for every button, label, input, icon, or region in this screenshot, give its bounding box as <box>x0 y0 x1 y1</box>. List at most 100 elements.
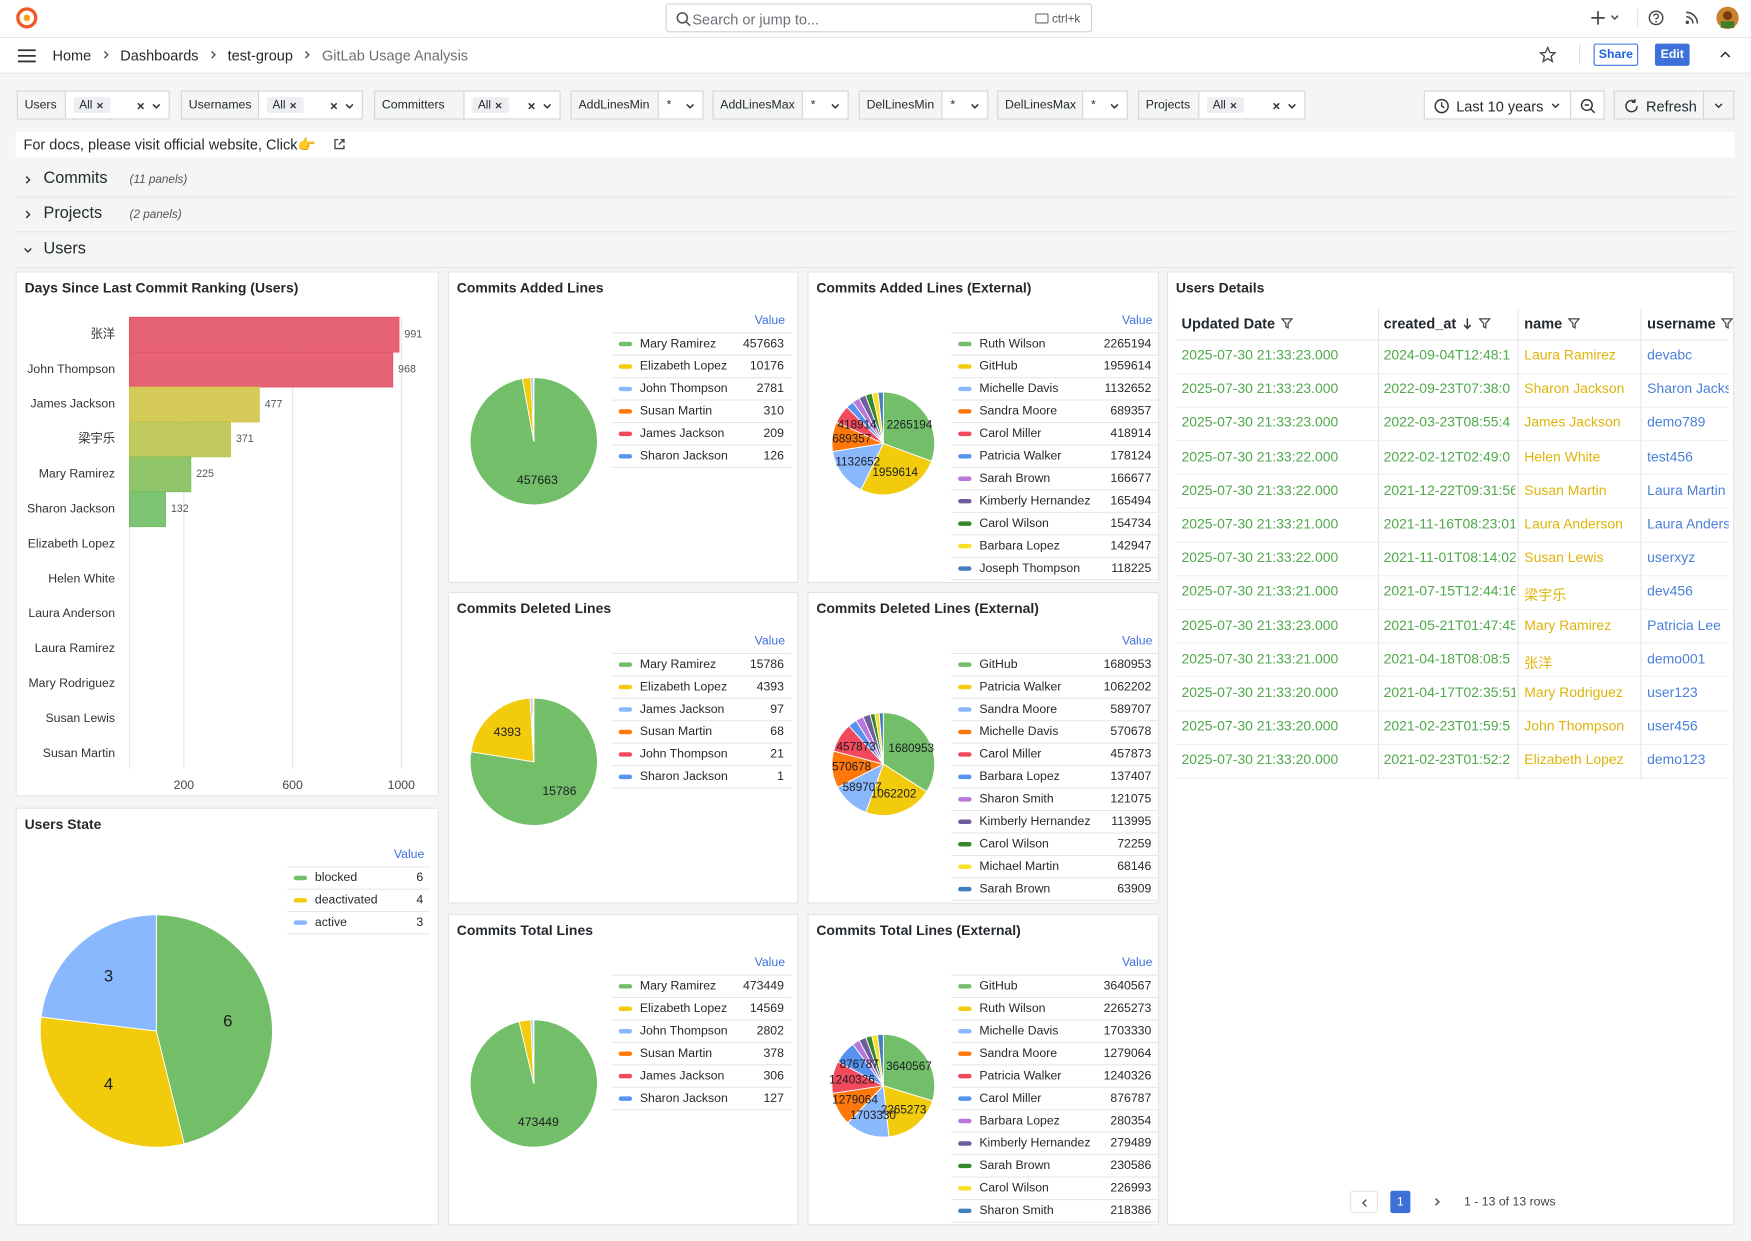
glyph <box>345 103 354 109</box>
legend-value: 2265273 <box>1104 1001 1152 1015</box>
crumb[interactable]: Home <box>52 46 92 64</box>
glyph <box>1567 318 1581 329</box>
legend-label: John Thompson <box>640 1023 728 1037</box>
variable-value[interactable]: * <box>941 90 989 120</box>
logo[interactable] <box>16 7 38 29</box>
pie-slice <box>155 914 273 1145</box>
crumb-separator <box>210 50 216 59</box>
column-header[interactable]: username <box>1647 315 1734 332</box>
caret <box>1551 103 1560 109</box>
value-text: * <box>950 98 956 112</box>
caret-icon <box>543 103 552 109</box>
legend-value: 3640567 <box>1104 979 1152 993</box>
variable-value[interactable]: * <box>657 90 704 120</box>
avatar[interactable] <box>1715 6 1740 31</box>
news-icon[interactable] <box>1684 10 1700 26</box>
variable-name: Projects <box>1145 98 1191 112</box>
table-cell: James Jackson <box>1524 414 1621 431</box>
legend-swatch <box>618 662 633 667</box>
row-header[interactable]: Commits (11 panels) <box>15 168 1735 198</box>
filter-icon[interactable] <box>1721 317 1734 329</box>
new-button[interactable] <box>1590 9 1624 27</box>
legend-swatch <box>958 1051 972 1056</box>
keyboard-icon <box>1035 13 1049 24</box>
table-cell: John Thompson <box>1524 718 1625 735</box>
filter-icon[interactable] <box>1567 317 1581 329</box>
menu-icon[interactable] <box>17 48 37 64</box>
y-tick-label: 张洋 <box>90 326 115 341</box>
refresh-label: Refresh <box>1646 98 1697 116</box>
legend-label: Barbara Lopez <box>979 538 1059 552</box>
filter-icon[interactable] <box>1280 317 1293 329</box>
legend-label: Barbara Lopez <box>979 1113 1059 1127</box>
left-icon <box>1361 1199 1367 1207</box>
external-link[interactable] <box>333 137 346 150</box>
legend-value: 457663 <box>743 336 784 350</box>
slice-label: 457873 <box>837 741 876 754</box>
table-cell: 2021-02-23T01:52:2 <box>1383 752 1511 768</box>
variable-value[interactable]: All <box>257 90 363 120</box>
column-header[interactable]: Updated Date <box>1181 315 1293 332</box>
glyph <box>96 102 103 109</box>
row-header[interactable]: Projects (2 panels) <box>15 202 1735 233</box>
y-tick-label: Helen White <box>48 571 115 585</box>
legend-swatch <box>618 1028 633 1034</box>
variable-value[interactable]: All <box>463 90 561 120</box>
y-tick-label: Mary Ramirez <box>39 467 115 481</box>
bar-value-label: 132 <box>171 503 189 515</box>
edit-button[interactable]: Edit <box>1654 43 1690 66</box>
pie-slice <box>860 442 933 496</box>
legend-label: Sandra Moore <box>979 1046 1057 1060</box>
page-next[interactable] <box>1424 1191 1452 1213</box>
filter-icon[interactable] <box>1478 317 1491 329</box>
collapse-icon[interactable] <box>1719 49 1732 60</box>
time-picker[interactable]: Last 10 years <box>1423 90 1605 120</box>
panel: Commits Total Lines Mary Ramirez 473449 Eli… <box>447 913 799 1226</box>
pie-chart: Ruth Wilson 2265194 GitHub 1959614 Michelle … <box>831 313 1159 581</box>
zoom-out[interactable] <box>1580 98 1596 114</box>
legend-value: 10176 <box>750 359 784 373</box>
y-tick-label: 梁宇乐 <box>78 431 115 446</box>
search-box[interactable]: Search or jump to... ctrl+k <box>665 3 1093 33</box>
row-border <box>1175 541 1729 543</box>
legend-swatch <box>293 875 308 881</box>
panel: Users State blocked 6 deactivated 4 active 3 Va… <box>15 807 439 1226</box>
variable-value[interactable]: * <box>801 90 849 120</box>
crumb[interactable]: Dashboards <box>120 46 199 64</box>
table-cell: demo123 <box>1647 752 1706 768</box>
row-border <box>1175 709 1729 711</box>
legend-label: deactivated <box>315 893 378 907</box>
legend-value: 689357 <box>1110 404 1151 418</box>
column-border <box>1640 308 1642 780</box>
y-tick-label: John Thompson <box>27 362 115 376</box>
table-cell: 2021-12-22T09:31:56 <box>1383 482 1516 498</box>
help-icon[interactable] <box>1648 10 1664 26</box>
slice-label: 1680953 <box>888 742 934 755</box>
legend-value: 310 <box>763 404 784 418</box>
legend-value: 2265194 <box>1104 336 1152 350</box>
share-button[interactable]: Share <box>1593 43 1639 66</box>
breadcrumb: Home Dashboards test-group GitLab Usage Ana… <box>52 46 468 64</box>
column-header[interactable]: name <box>1524 315 1581 332</box>
glyph <box>1230 102 1237 109</box>
legend-label: Sandra Moore <box>979 702 1057 716</box>
variable-value[interactable]: All <box>64 90 170 120</box>
crumb[interactable]: test-group <box>227 46 293 64</box>
variable-value[interactable]: All <box>1198 90 1306 120</box>
y-tick-label: Susan Lewis <box>45 711 115 725</box>
pie-chart: Mary Ramirez 457663 Elizabeth Lopez 10176 Jo… <box>469 313 792 506</box>
row-border <box>1175 406 1729 408</box>
chip-text: All <box>79 98 93 112</box>
variable-label: Users <box>16 90 66 120</box>
slice-label: 418914 <box>838 418 878 431</box>
page-prev[interactable] <box>1350 1190 1379 1214</box>
column-header[interactable]: created_at <box>1384 315 1491 332</box>
row-header[interactable]: Users <box>15 238 1735 269</box>
page-current[interactable]: 1 <box>1390 1190 1411 1214</box>
refresh-picker[interactable]: Refresh <box>1613 90 1735 120</box>
row-note: (2 panels) <box>129 207 182 222</box>
legend-swatch <box>958 797 972 802</box>
variable-value[interactable]: * <box>1082 90 1128 120</box>
legend-label: Kimberly Hernandez <box>979 1136 1090 1150</box>
star-icon[interactable] <box>1538 45 1557 64</box>
